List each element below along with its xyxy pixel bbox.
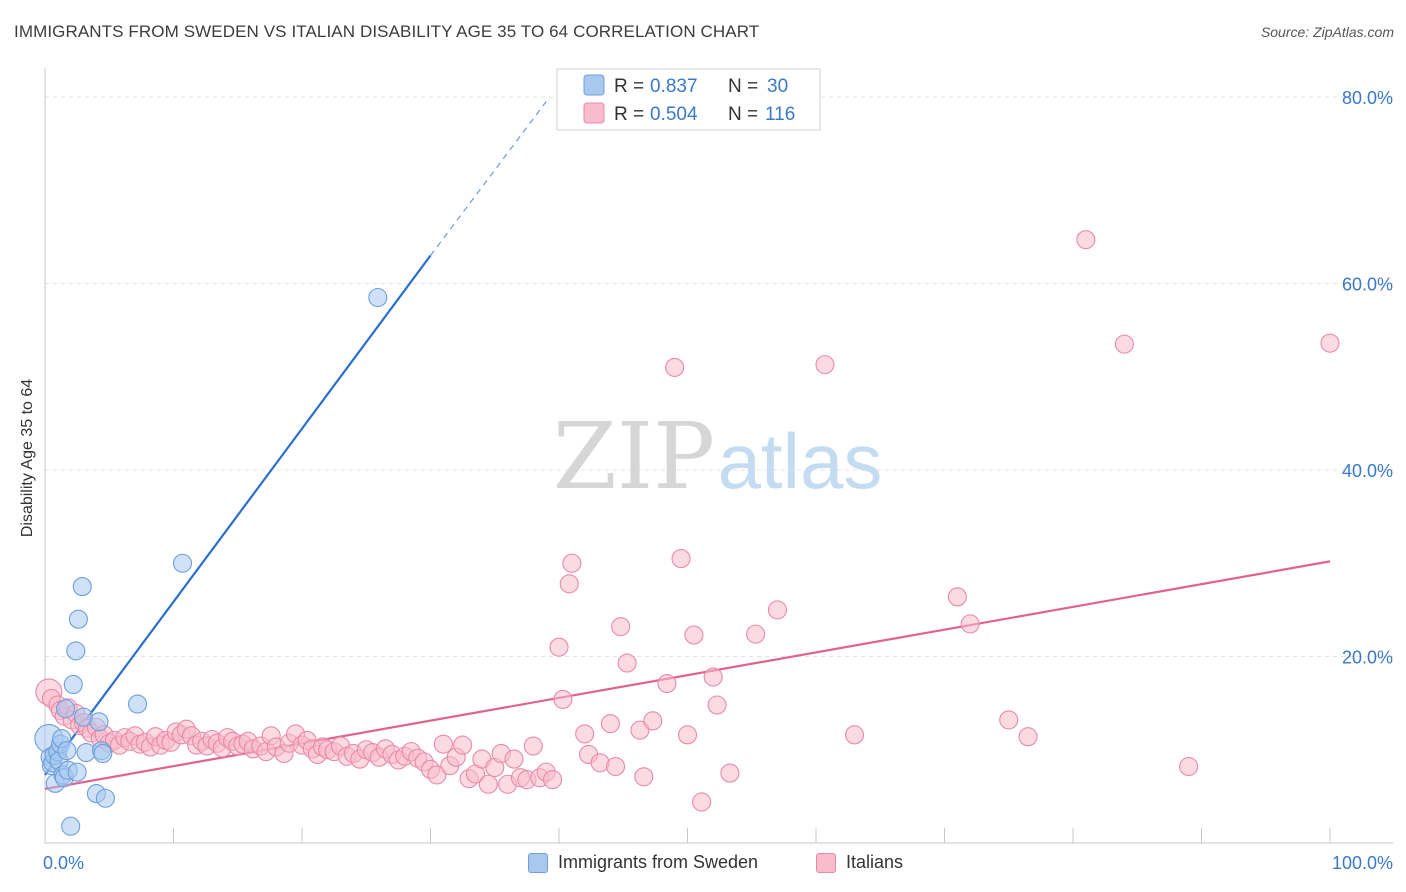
point-italians-103 <box>630 720 650 740</box>
legend-bottom: Immigrants from Sweden Italians <box>0 852 1406 876</box>
point-italians-85 <box>504 749 524 769</box>
point-italians-124 <box>1114 334 1134 354</box>
point-italians-116 <box>767 600 788 620</box>
point-italians-119 <box>947 587 967 607</box>
point-italians-91 <box>543 770 563 790</box>
trend-line-sweden-extension <box>430 101 547 256</box>
legend-swatch-italians-bottom <box>816 852 836 873</box>
point-italians-109 <box>677 725 698 745</box>
point-italians-121 <box>999 710 1019 730</box>
watermark-atlas: atlas <box>718 417 883 505</box>
legend-n-label-italians: N = <box>728 104 758 125</box>
legend-n-value-italians: 116 <box>765 104 795 125</box>
chart-title: IMMIGRANTS FROM SWEDEN VS ITALIAN DISABI… <box>14 22 760 41</box>
point-italians-92 <box>549 637 569 657</box>
x-tick-label-100: 100.0% <box>1332 853 1393 873</box>
point-sweden-18 <box>67 762 87 782</box>
point-italians-73 <box>427 765 447 785</box>
point-italians-108 <box>671 549 691 569</box>
legend-swatch-sweden <box>583 74 605 96</box>
y-tick-label-60: 60.0% <box>1342 275 1393 295</box>
point-sweden-28 <box>127 694 148 714</box>
point-sweden-27 <box>95 788 115 808</box>
point-sweden-30 <box>368 287 388 308</box>
point-italians-100 <box>605 756 626 777</box>
legend-r-value-sweden: 0.837 <box>650 76 698 97</box>
point-sweden-12 <box>56 699 76 719</box>
point-italians-113 <box>707 695 727 715</box>
point-italians-106 <box>657 673 677 694</box>
point-italians-122 <box>1018 727 1038 747</box>
legend-label-italians: Italians <box>846 852 904 872</box>
watermark-zip: ZIP <box>553 403 715 510</box>
point-italians-77 <box>453 735 473 755</box>
point-sweden-26 <box>93 743 113 764</box>
source-label: Source: ZipAtlas.com <box>1260 24 1394 40</box>
legend-item-sweden[interactable]: Immigrants from Sweden <box>528 852 758 873</box>
point-italians-112 <box>703 667 723 687</box>
data-points <box>34 230 1340 836</box>
legend-n-value-sweden: 30 <box>767 76 788 97</box>
point-sweden-29 <box>172 553 193 573</box>
point-italians-102 <box>617 653 637 673</box>
tick-labels: 20.0% 40.0% 60.0% 80.0% 0.0% 100.0% <box>43 88 1393 873</box>
point-sweden-15 <box>61 816 81 836</box>
legend-label-sweden: Immigrants from Sweden <box>558 852 759 872</box>
point-sweden-20 <box>72 577 92 597</box>
point-italians-74 <box>433 734 453 754</box>
point-italians-96 <box>575 724 595 744</box>
x-tick-label-0: 0.0% <box>43 853 84 873</box>
legend-r-label-sweden: R = <box>614 76 644 97</box>
point-sweden-17 <box>66 641 86 661</box>
point-sweden-24 <box>89 712 109 732</box>
point-italians-107 <box>665 357 685 377</box>
legend-r-label-italians: R = <box>614 104 644 125</box>
y-tick-label-40: 40.0% <box>1342 461 1393 481</box>
point-italians-114 <box>720 763 740 783</box>
point-italians-126 <box>1320 333 1340 353</box>
point-italians-123 <box>1076 230 1096 250</box>
axes <box>44 68 1393 844</box>
point-italians-104 <box>634 767 654 787</box>
watermark: ZIP atlas <box>553 403 882 510</box>
point-italians-101 <box>611 617 631 637</box>
point-italians-99 <box>600 714 620 734</box>
point-italians-111 <box>692 792 712 812</box>
legend-top: R = 0.837 N = 30 R = 0.504 N = 116 <box>556 68 821 131</box>
point-italians-125 <box>1179 756 1199 777</box>
point-italians-120 <box>960 614 980 634</box>
point-italians-95 <box>562 553 582 573</box>
point-italians-117 <box>815 355 835 375</box>
gridlines <box>45 96 1393 657</box>
point-italians-88 <box>523 736 543 756</box>
y-tick-label-80: 80.0% <box>1342 88 1393 108</box>
point-italians-118 <box>844 725 865 745</box>
point-italians-81 <box>478 774 498 794</box>
legend-n-label-sweden: N = <box>728 76 758 97</box>
point-italians-93 <box>553 689 573 709</box>
point-sweden-16 <box>63 674 83 695</box>
trend-line-sweden <box>44 254 432 776</box>
point-italians-115 <box>746 624 766 644</box>
legend-swatch-italians <box>583 102 605 124</box>
point-italians-94 <box>559 574 579 594</box>
point-sweden-19 <box>68 609 88 629</box>
legend-r-value-italians: 0.504 <box>650 104 698 125</box>
legend-swatch-sweden-bottom <box>528 852 548 873</box>
legend-item-italians[interactable]: Italians <box>816 852 903 873</box>
point-italians-105 <box>643 711 663 731</box>
point-sweden-13 <box>57 741 77 761</box>
y-tick-label-20: 20.0% <box>1342 648 1393 668</box>
point-italians-110 <box>684 625 704 645</box>
